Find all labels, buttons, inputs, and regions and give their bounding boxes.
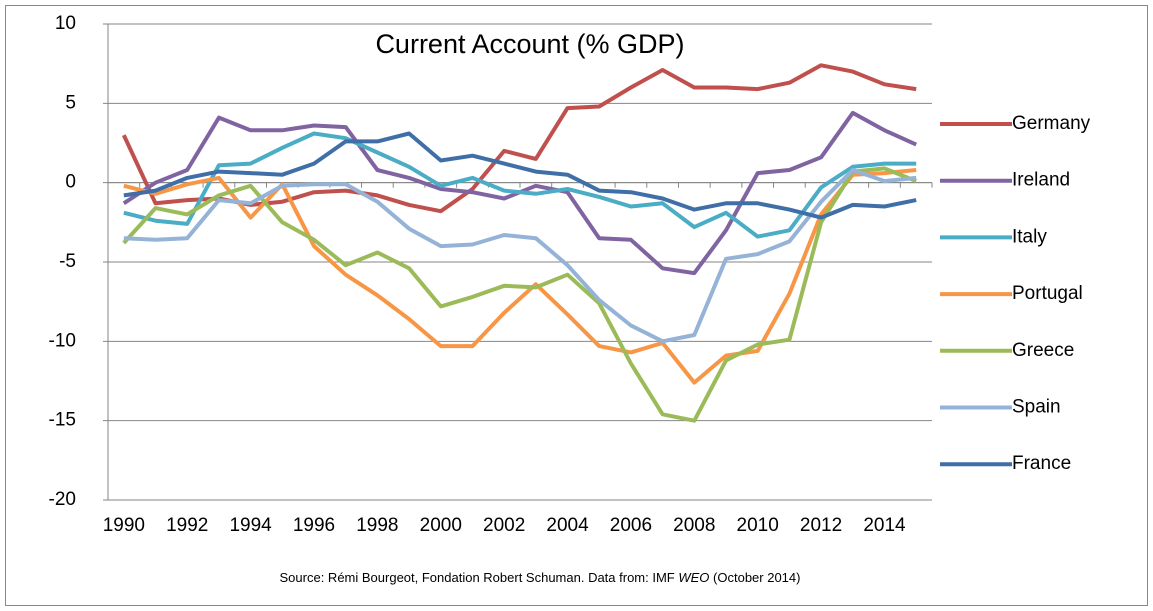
source-note: Source: Rémi Bourgeot, Fondation Robert … (280, 570, 801, 585)
y-tick-label: 0 (65, 172, 76, 193)
y-tick-label: -20 (49, 489, 76, 510)
series-line (122, 166, 917, 423)
y-tick-label: -5 (59, 251, 76, 272)
series-line (123, 131, 917, 220)
x-tick-label: 2000 (420, 515, 462, 536)
grid (103, 23, 933, 501)
x-tick-label: 1994 (229, 515, 272, 536)
x-tick-label: 1996 (293, 515, 335, 536)
series-line (123, 131, 917, 239)
legend-label: Greece (1012, 340, 1074, 361)
series-line (123, 168, 917, 344)
series-line (123, 168, 917, 385)
note-text: (October 2014) (709, 570, 800, 585)
legend-label: Ireland (1012, 170, 1070, 191)
x-tick-label: 1998 (356, 515, 398, 536)
y-tick-label: -10 (49, 330, 76, 351)
plot-lines (121, 63, 918, 423)
legend-label: France (1012, 453, 1071, 474)
x-tick-label: 2002 (483, 515, 525, 536)
x-tick-label: 2006 (610, 515, 652, 536)
legend-label: Italy (1012, 226, 1047, 247)
legend-label: Portugal (1012, 283, 1083, 304)
note-italic: WEO (678, 570, 709, 585)
note-text: Source: Rémi Bourgeot, Fondation Robert … (280, 570, 679, 585)
x-tick-label: 2008 (673, 515, 715, 536)
x-tick-label: 1990 (103, 515, 145, 536)
legend-label: Spain (1012, 397, 1061, 418)
legend-label: Germany (1012, 113, 1091, 134)
chart-title: Current Account (% GDP) (375, 29, 684, 59)
chart-border (5, 5, 1148, 606)
x-tick-label: 2004 (546, 515, 589, 536)
x-tick-label: 2014 (863, 515, 906, 536)
series-line (121, 63, 917, 214)
x-tick-label: 2010 (737, 515, 779, 536)
x-tick-label: 2012 (800, 515, 842, 536)
y-tick-label: 5 (65, 92, 76, 113)
x-tick-label: 1992 (166, 515, 208, 536)
y-tick-label: -15 (49, 410, 76, 431)
y-tick-label: 10 (55, 13, 76, 34)
